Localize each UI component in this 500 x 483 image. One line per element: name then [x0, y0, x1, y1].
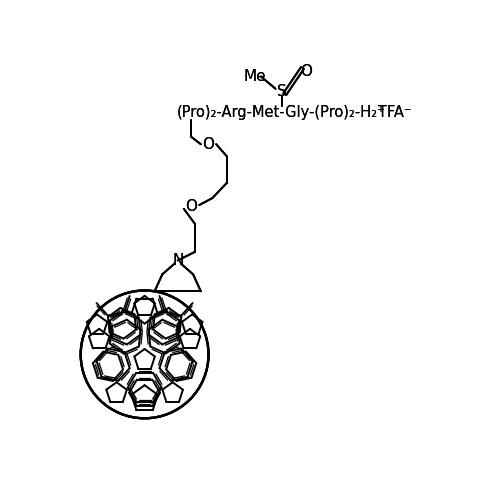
Text: O: O	[202, 137, 214, 152]
Text: N: N	[172, 253, 184, 268]
Text: O: O	[300, 64, 312, 79]
Text: TFA⁻: TFA⁻	[378, 105, 412, 120]
Text: O: O	[186, 199, 198, 214]
Text: Me: Me	[244, 69, 266, 84]
Text: S: S	[277, 84, 286, 99]
Text: O: O	[202, 137, 214, 152]
Text: O: O	[300, 64, 312, 79]
Text: S: S	[277, 84, 286, 99]
Text: TFA⁻: TFA⁻	[378, 105, 412, 120]
Text: O: O	[186, 199, 198, 214]
Text: N: N	[172, 253, 184, 268]
Text: Me: Me	[244, 69, 266, 84]
Text: (Pro)₂-Arg-Met-Gly-(Pro)₂-H₂⁺: (Pro)₂-Arg-Met-Gly-(Pro)₂-H₂⁺	[177, 105, 386, 120]
Text: (Pro)₂-Arg-Met-Gly-(Pro)₂-H₂⁺: (Pro)₂-Arg-Met-Gly-(Pro)₂-H₂⁺	[177, 105, 386, 120]
